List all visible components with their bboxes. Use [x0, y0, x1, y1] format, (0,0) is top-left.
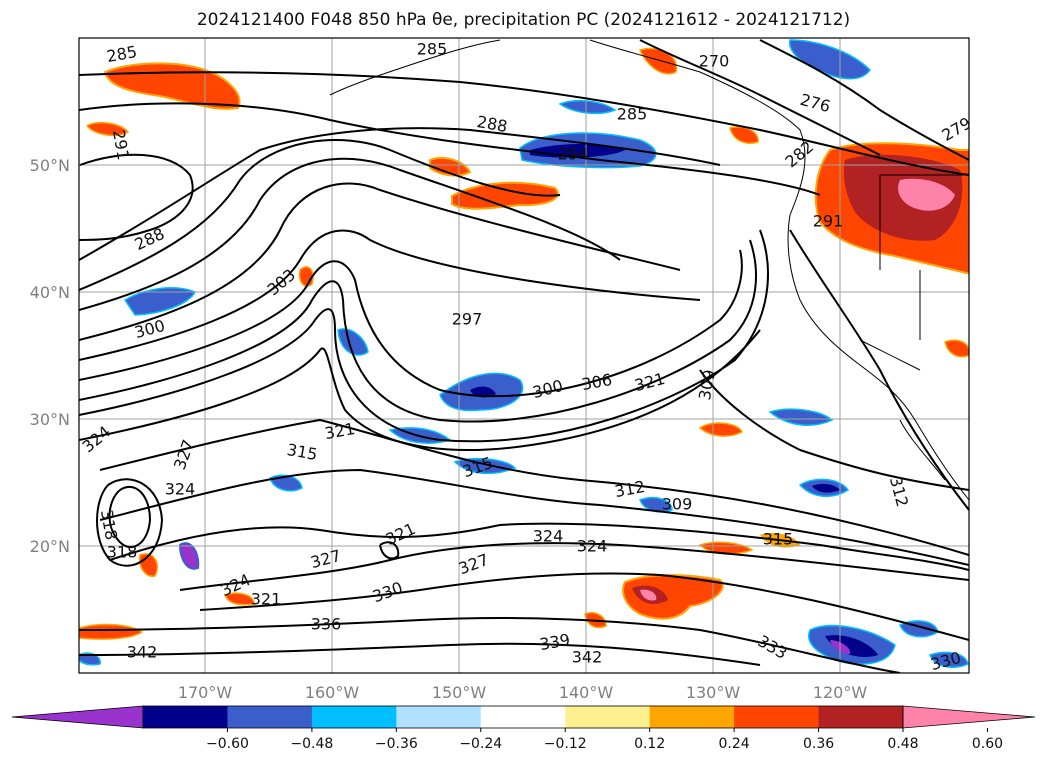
colorbar-tick-label: 0.24: [719, 736, 750, 752]
lon-label-160w: 160°W: [305, 683, 360, 702]
lon-label-140w: 140°W: [559, 683, 614, 702]
contour-label: 342: [572, 648, 603, 667]
contour-label: 318: [107, 543, 138, 562]
contour-label: 294: [558, 145, 589, 164]
colorbar-tick-label: 0.12: [634, 736, 665, 752]
colorbar-segment: [143, 706, 228, 728]
lat-label-50: 50°N: [30, 156, 70, 175]
gridlines: [79, 38, 969, 673]
map-frame: [78, 37, 970, 674]
lon-label-120w: 120°W: [813, 683, 868, 702]
colorbar-tick-label: −0.12: [544, 736, 587, 752]
colorbar-segment: [480, 706, 566, 728]
coastlines: [329, 39, 969, 501]
contour-label: 324: [165, 480, 196, 499]
colorbar-segment: [311, 706, 397, 728]
colorbar-segment: [227, 706, 313, 728]
colorbar-tick-label: 0.36: [803, 736, 834, 752]
contour-label: 291: [813, 212, 844, 231]
lon-label-130w: 130°W: [686, 683, 741, 702]
colorbar-tick-label: −0.36: [375, 736, 418, 752]
colorbar-segment: [565, 706, 651, 728]
lon-label-150w: 150°W: [432, 683, 487, 702]
contour-label: 324: [577, 537, 608, 556]
colorbar: −0.60 −0.48 −0.36 −0.24 −0.12 0.12 0.24 0.36 0.4…: [11, 705, 1036, 752]
contour-label: 309: [662, 495, 693, 514]
colorbar-segment: [649, 706, 735, 728]
map-title: 2024121400 F048 850 hPa θe, precipitatio…: [196, 10, 851, 30]
contour-label: 321: [251, 590, 282, 609]
colorbar-tick-label: −0.48: [290, 736, 333, 752]
contour-label: 324: [533, 527, 564, 546]
colorbar-extend-low: [11, 705, 144, 729]
colorbar-tick-label: −0.60: [206, 736, 249, 752]
colorbar-tick-label: 0.60: [972, 736, 1003, 752]
colorbar-segment: [818, 706, 904, 728]
theta-e-contours: [79, 39, 969, 673]
lon-label-170w: 170°W: [178, 683, 233, 702]
colorbar-extend-high: [902, 705, 1036, 729]
contour-label: 342: [127, 643, 158, 662]
colorbar-frame: [142, 705, 904, 729]
contour-label: 270: [699, 52, 730, 71]
colorbar-tick-label: 0.48: [887, 736, 918, 752]
contour-label: 315: [763, 530, 794, 549]
contour-label: 336: [311, 615, 342, 634]
lat-label-20: 20°N: [30, 537, 70, 556]
contour-label: 297: [452, 310, 483, 329]
lat-label-40: 40°N: [30, 283, 70, 302]
colorbar-segment: [734, 706, 820, 728]
colorbar-segment: [396, 706, 482, 728]
lat-label-30: 30°N: [30, 410, 70, 429]
contour-label: 285: [417, 40, 448, 59]
contour-label: 285: [617, 105, 648, 124]
precipitation-shading: [79, 39, 969, 668]
colorbar-tick-label: −0.24: [459, 736, 502, 752]
